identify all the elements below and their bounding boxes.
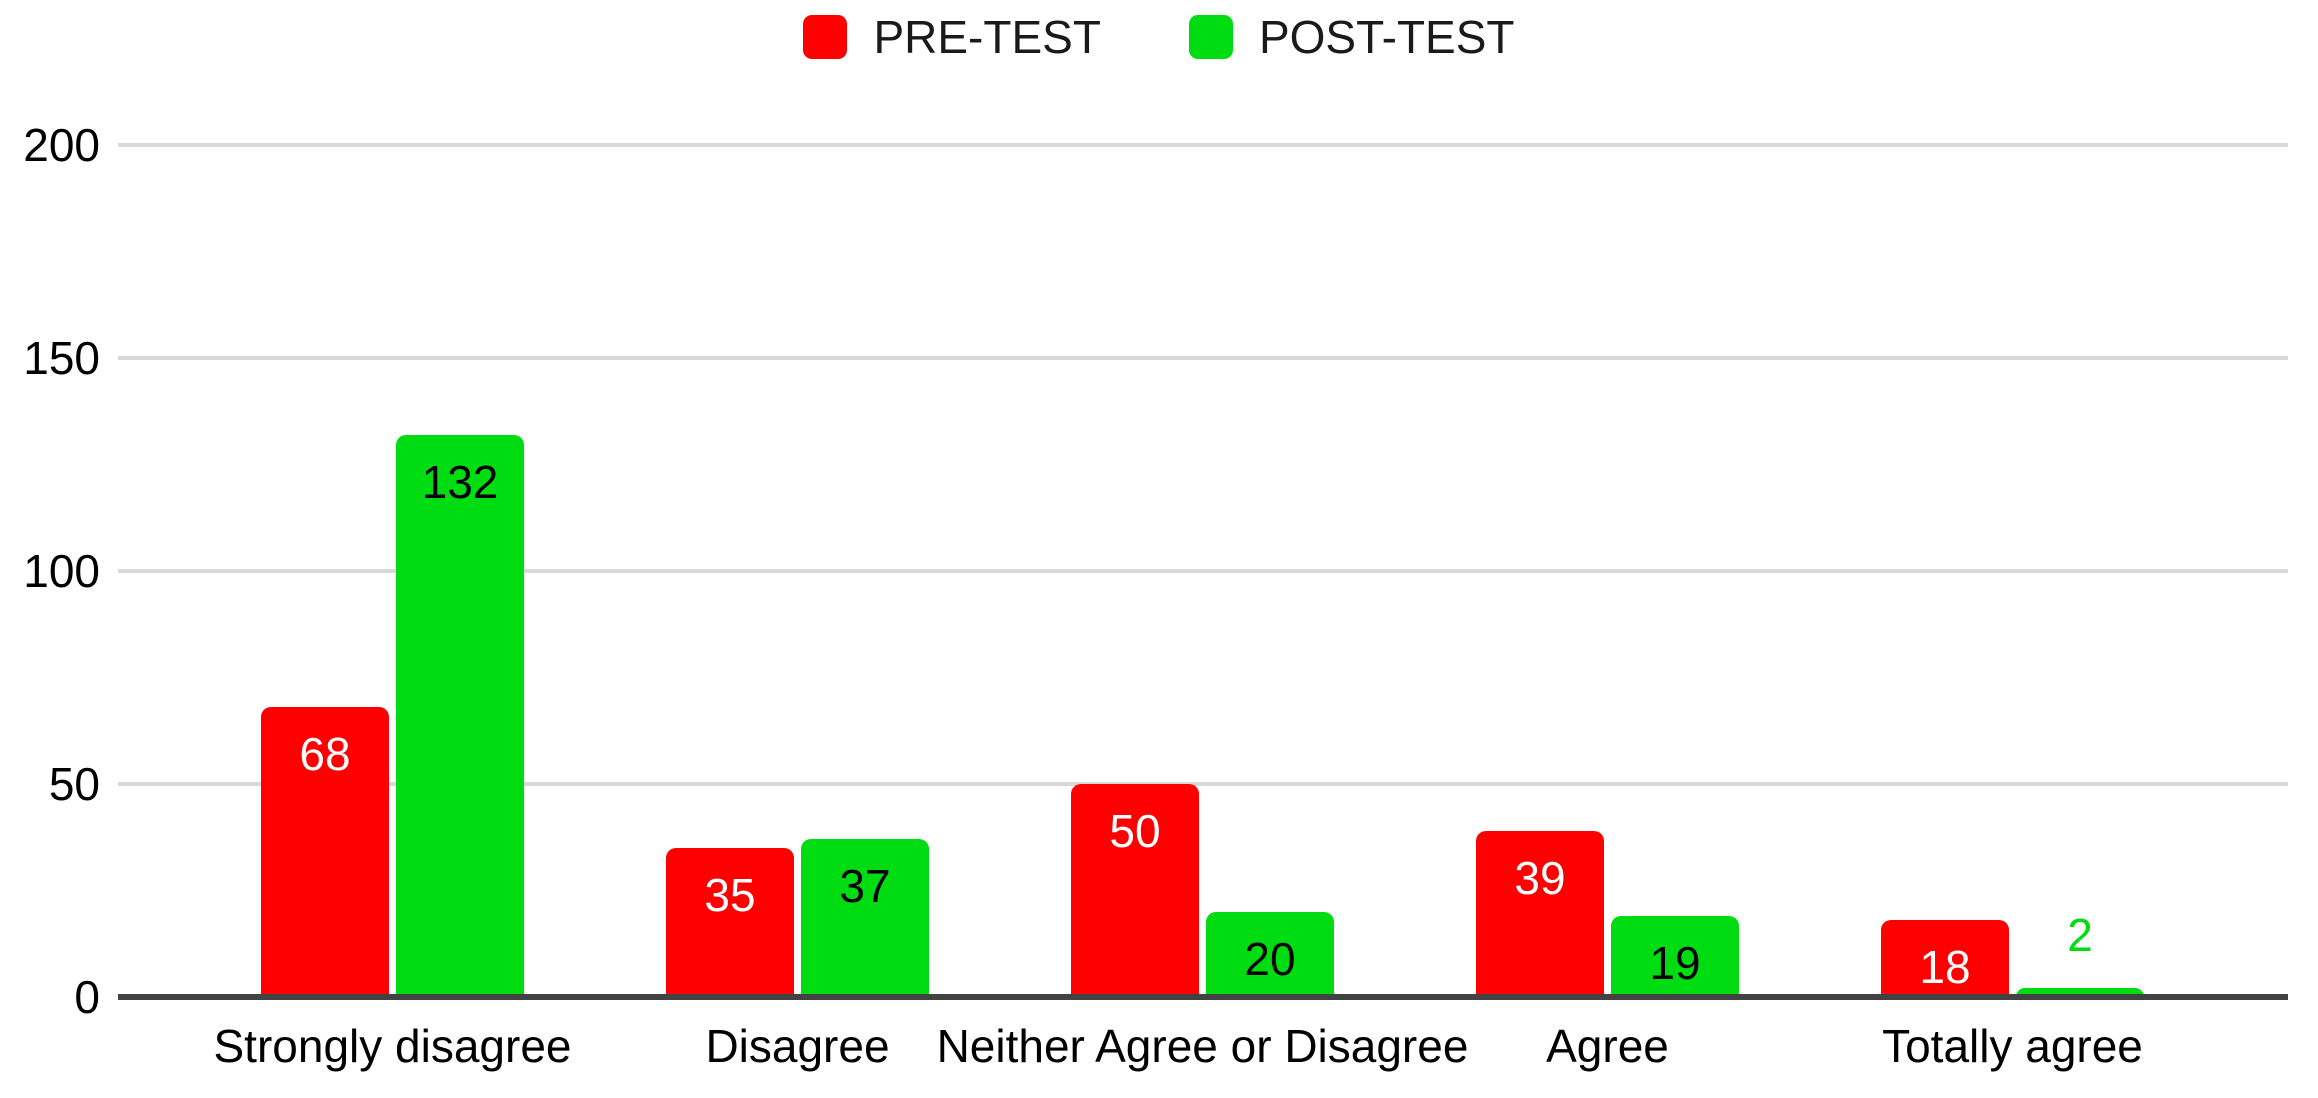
bar-group: 35 37 xyxy=(595,145,1000,997)
bar-pre-test: 68 xyxy=(261,707,389,997)
bar-post-test: 132 xyxy=(396,434,524,997)
category-label: Disagree xyxy=(705,1020,890,1072)
bar-group: 68 132 xyxy=(190,145,595,997)
gridline xyxy=(118,569,2288,573)
bar-group: 50 20 xyxy=(1000,145,1405,997)
bar-pre-test: 18 xyxy=(1881,920,2009,997)
gridline xyxy=(118,356,2288,360)
legend-swatch-icon xyxy=(803,15,848,59)
category-label: Neither Agree or Disagree xyxy=(936,1020,1469,1072)
bar-value-label: 37 xyxy=(839,860,891,913)
x-axis-line xyxy=(118,994,2288,1000)
category-label: Totally agree xyxy=(1882,1020,2143,1072)
legend-item: PRE-TEST xyxy=(803,11,1101,63)
bar-value-label: 19 xyxy=(1649,937,1701,990)
bar-pre-test: 35 xyxy=(666,847,794,997)
bar-value-label: 50 xyxy=(1109,805,1161,857)
bar-group: 39 19 xyxy=(1405,145,1810,997)
y-axis-tick-label: 100 xyxy=(23,545,100,597)
bar-post-test: 37 xyxy=(801,839,929,997)
bar-value-label: 18 xyxy=(1919,941,1971,994)
bar-value-label: 39 xyxy=(1514,851,1566,904)
legend-label: POST-TEST xyxy=(1258,11,1515,63)
bar-pre-test: 50 xyxy=(1071,784,1199,997)
bar-value-label: 2 xyxy=(2067,908,2093,961)
legend-label: PRE-TEST xyxy=(873,11,1101,63)
legend-item: POST-TEST xyxy=(1188,11,1515,63)
gridline xyxy=(118,782,2288,786)
bar-post-test: 20 xyxy=(1206,911,1334,997)
y-axis-tick-label: 150 xyxy=(23,332,100,384)
bar-post-test: 2 xyxy=(2016,910,2144,997)
chart-legend: PRE-TEST POST-TEST xyxy=(0,8,2318,66)
bar-post-test: 19 xyxy=(1611,916,1739,997)
plot-area: 68 132 35 37 50 20 39 19 18 2 xyxy=(118,143,2288,1000)
bar-value-label: 35 xyxy=(704,868,756,921)
y-axis-tick-label: 200 xyxy=(23,119,100,171)
legend-swatch-icon xyxy=(1188,15,1233,59)
bar-value-label: 20 xyxy=(1244,932,1296,985)
y-axis-tick-label: 50 xyxy=(48,758,100,810)
category-label: Agree xyxy=(1546,1020,1669,1072)
bar-group: 18 2 xyxy=(1810,145,2215,997)
bar-pre-test: 39 xyxy=(1476,830,1604,997)
bar-value-label: 132 xyxy=(421,455,499,508)
gridline xyxy=(118,143,2288,147)
category-label: Strongly disagree xyxy=(213,1020,572,1072)
y-axis-tick-label: 0 xyxy=(74,971,100,1023)
bar-value-label: 68 xyxy=(299,728,351,781)
